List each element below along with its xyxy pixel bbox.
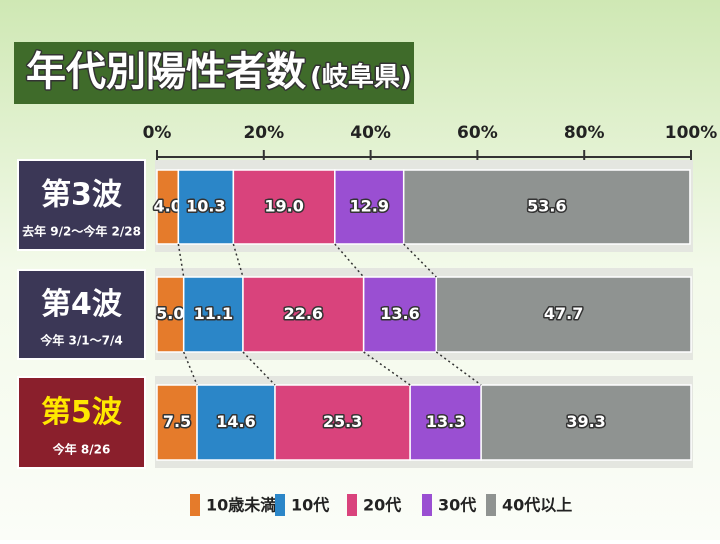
data-label: 4.0 bbox=[154, 197, 182, 216]
category-label: 第5波 bbox=[41, 395, 123, 430]
data-label: 25.3 bbox=[323, 412, 362, 431]
x-tick-label: 100% bbox=[665, 123, 718, 143]
chart-subtitle: (岐阜県) bbox=[310, 63, 412, 93]
legend-label: 20代 bbox=[363, 496, 401, 515]
bar-segment bbox=[402, 169, 691, 245]
legend-label: 10代 bbox=[291, 496, 329, 515]
x-tick-label: 80% bbox=[564, 123, 605, 143]
legend-label: 10歳未満 bbox=[206, 496, 276, 515]
bar-segment bbox=[232, 169, 336, 245]
legend-swatch bbox=[190, 494, 200, 516]
data-label: 19.0 bbox=[264, 197, 303, 216]
data-label: 13.3 bbox=[426, 412, 465, 431]
category-label: 第4波 bbox=[41, 287, 123, 322]
data-label: 10.3 bbox=[186, 197, 225, 216]
category-box bbox=[17, 159, 146, 251]
category-box bbox=[17, 376, 146, 469]
bar-segment bbox=[334, 169, 405, 245]
bar-segment bbox=[409, 384, 482, 461]
category-date: 今年 8/26 bbox=[52, 441, 111, 456]
data-label: 11.1 bbox=[194, 304, 233, 323]
bar-segment bbox=[435, 276, 692, 353]
bar-segment bbox=[196, 384, 276, 461]
bar-segment bbox=[480, 384, 692, 461]
chart-title: 年代別陽性者数 bbox=[26, 49, 306, 95]
legend-swatch bbox=[486, 494, 496, 516]
bar-segment bbox=[362, 276, 438, 353]
category-date: 今年 3/1〜7/4 bbox=[39, 333, 122, 348]
connector bbox=[183, 351, 198, 386]
bar-segment bbox=[177, 169, 235, 245]
data-label: 47.7 bbox=[544, 304, 583, 323]
x-tick-label: 40% bbox=[350, 123, 391, 143]
data-label: 53.6 bbox=[527, 197, 566, 216]
title-box bbox=[14, 42, 414, 104]
category-box bbox=[17, 269, 146, 360]
legend-label: 40代以上 bbox=[502, 496, 572, 515]
legend-swatch bbox=[422, 494, 432, 516]
connector bbox=[334, 243, 365, 278]
connector bbox=[177, 243, 185, 278]
data-label: 13.6 bbox=[380, 304, 419, 323]
data-label: 12.9 bbox=[350, 197, 389, 216]
x-tick-label: 0% bbox=[143, 123, 172, 143]
data-label: 5.0 bbox=[156, 304, 184, 323]
legend-swatch bbox=[347, 494, 357, 516]
legend-swatch bbox=[275, 494, 285, 516]
data-label: 22.6 bbox=[284, 304, 323, 323]
data-label: 39.3 bbox=[566, 412, 605, 431]
category-date: 去年 9/2〜今年 2/28 bbox=[22, 224, 141, 239]
connector bbox=[232, 243, 244, 278]
x-tick-label: 20% bbox=[243, 123, 284, 143]
bar-segment bbox=[274, 384, 411, 461]
legend-label: 30代 bbox=[438, 496, 476, 515]
data-label: 7.5 bbox=[163, 412, 191, 431]
category-label: 第3波 bbox=[41, 178, 123, 213]
bar-segment bbox=[242, 276, 365, 353]
connector bbox=[435, 351, 482, 386]
bar-segment bbox=[182, 276, 244, 353]
data-label: 14.6 bbox=[216, 412, 255, 431]
bar-segment bbox=[156, 384, 198, 461]
x-tick-label: 60% bbox=[457, 123, 498, 143]
